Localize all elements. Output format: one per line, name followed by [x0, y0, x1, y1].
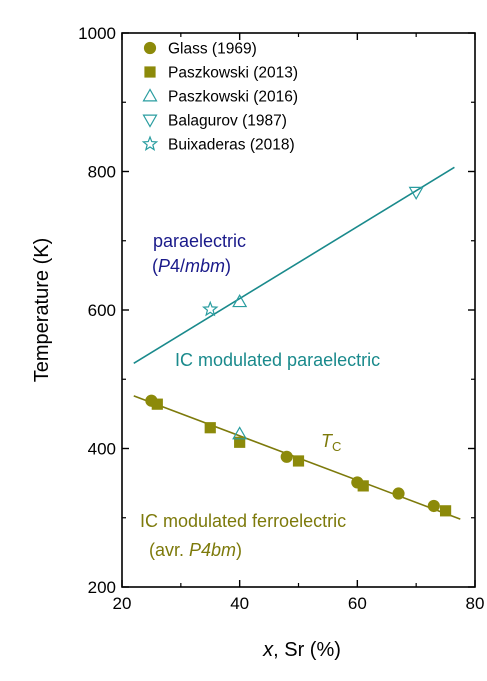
data-point-series-2 [439, 505, 452, 517]
y-axis-title: Temperature (K) [31, 238, 53, 383]
data-point-series-3 [232, 426, 248, 440]
legend-marker [144, 66, 156, 78]
legend-marker [141, 135, 159, 152]
x-tick-label: 60 [348, 594, 367, 613]
x-tick-label: 20 [113, 594, 132, 613]
data-point-series-2 [204, 422, 216, 434]
data-points [145, 186, 452, 517]
legend-marker [142, 88, 158, 102]
legend-marker [142, 114, 158, 128]
ic-modulated-ferroelectric-label: IC modulated ferroelectric [140, 511, 346, 531]
y-tick-label: 400 [88, 440, 116, 459]
x-tick-label: 80 [466, 594, 485, 613]
legend-marker [143, 41, 157, 55]
data-point-series-1 [427, 499, 440, 513]
paraelectric-boundary-line [133, 166, 455, 365]
x-axis-title: x, Sr (%) [262, 639, 341, 661]
data-point-series-5 [202, 300, 219, 317]
data-point-series-3 [232, 293, 248, 308]
legend-label: Paszkowski (2013) [168, 65, 298, 82]
data-point-series-2 [151, 398, 163, 410]
axes: 20 40 60 80 200 400 600 800 1000 [78, 24, 484, 613]
ic-modulated-paraelectric-label: IC modulated paraelectric [175, 350, 380, 370]
x-tick-label: 40 [230, 594, 249, 613]
avr-space-group-label: (avr. P4bm) [149, 540, 242, 560]
data-point-series-1 [280, 450, 293, 463]
y-tick-label: 600 [88, 301, 116, 320]
legend: Glass (1969) Paszkowski (2013) Paszkowski … [141, 41, 298, 154]
x-axis-title-rest: , Sr (%) [273, 639, 341, 661]
data-point-series-2 [234, 436, 246, 448]
paraelectric-space-group-label: (P4/mbm) [152, 256, 231, 276]
y-tick-label: 800 [88, 163, 116, 182]
data-point-series-1 [392, 487, 405, 500]
paraelectric-label: paraelectric [153, 231, 246, 251]
data-point-series-2 [292, 455, 305, 467]
tc-label: TC [321, 431, 341, 454]
data-point-series-4 [408, 186, 424, 200]
x-axis-title-var: x [262, 639, 274, 661]
legend-label: Balagurov (1987) [168, 113, 287, 130]
y-tick-label: 1000 [78, 24, 116, 43]
legend-label: Buixaderas (2018) [168, 137, 295, 154]
legend-label: Paszkowski (2016) [168, 89, 298, 106]
legend-label: Glass (1969) [168, 41, 257, 58]
data-point-series-2 [357, 480, 369, 492]
y-tick-label: 200 [88, 578, 116, 597]
